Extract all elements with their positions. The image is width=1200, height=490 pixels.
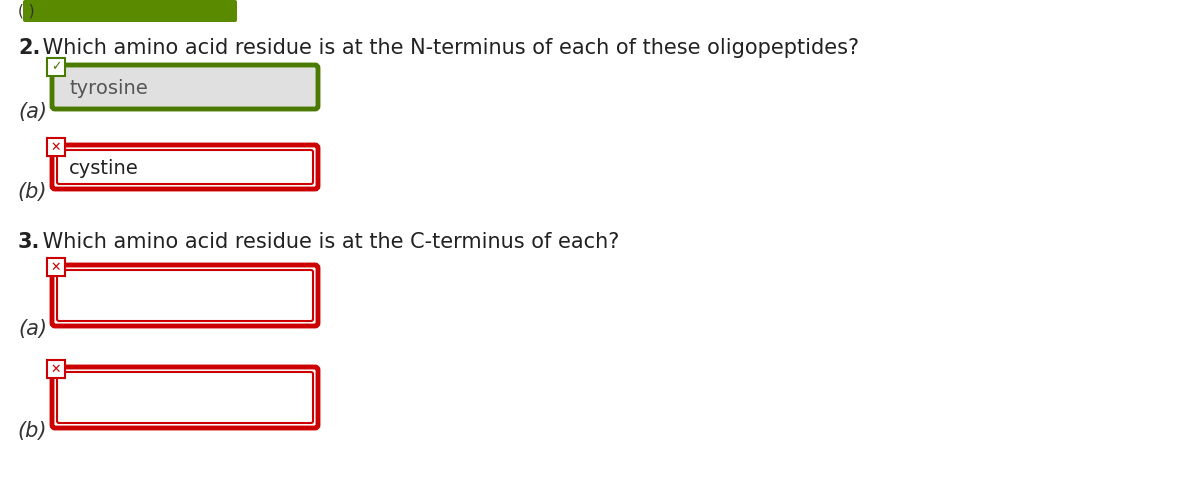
FancyBboxPatch shape	[47, 58, 65, 76]
FancyBboxPatch shape	[47, 360, 65, 378]
FancyBboxPatch shape	[23, 0, 238, 22]
FancyBboxPatch shape	[52, 145, 318, 189]
Text: (b): (b)	[18, 182, 47, 202]
FancyBboxPatch shape	[52, 367, 318, 428]
Text: 3.: 3.	[18, 232, 41, 252]
Text: cystine: cystine	[70, 158, 139, 177]
FancyBboxPatch shape	[47, 258, 65, 276]
Text: ✕: ✕	[50, 141, 61, 153]
Text: Which amino acid residue is at the C-terminus of each?: Which amino acid residue is at the C-ter…	[36, 232, 619, 252]
FancyBboxPatch shape	[52, 265, 318, 326]
Text: tyrosine: tyrosine	[70, 78, 148, 98]
Text: (a): (a)	[18, 319, 47, 339]
Text: ✕: ✕	[50, 363, 61, 375]
Text: ✓: ✓	[50, 60, 61, 74]
Text: Which amino acid residue is at the N-terminus of each of these oligopeptides?: Which amino acid residue is at the N-ter…	[36, 38, 859, 58]
FancyBboxPatch shape	[47, 138, 65, 156]
Text: 2.: 2.	[18, 38, 41, 58]
Text: (a): (a)	[18, 102, 47, 122]
FancyBboxPatch shape	[52, 65, 318, 109]
Text: ( ): ( )	[18, 3, 35, 19]
Text: (b): (b)	[18, 421, 47, 441]
Text: ✕: ✕	[50, 261, 61, 273]
